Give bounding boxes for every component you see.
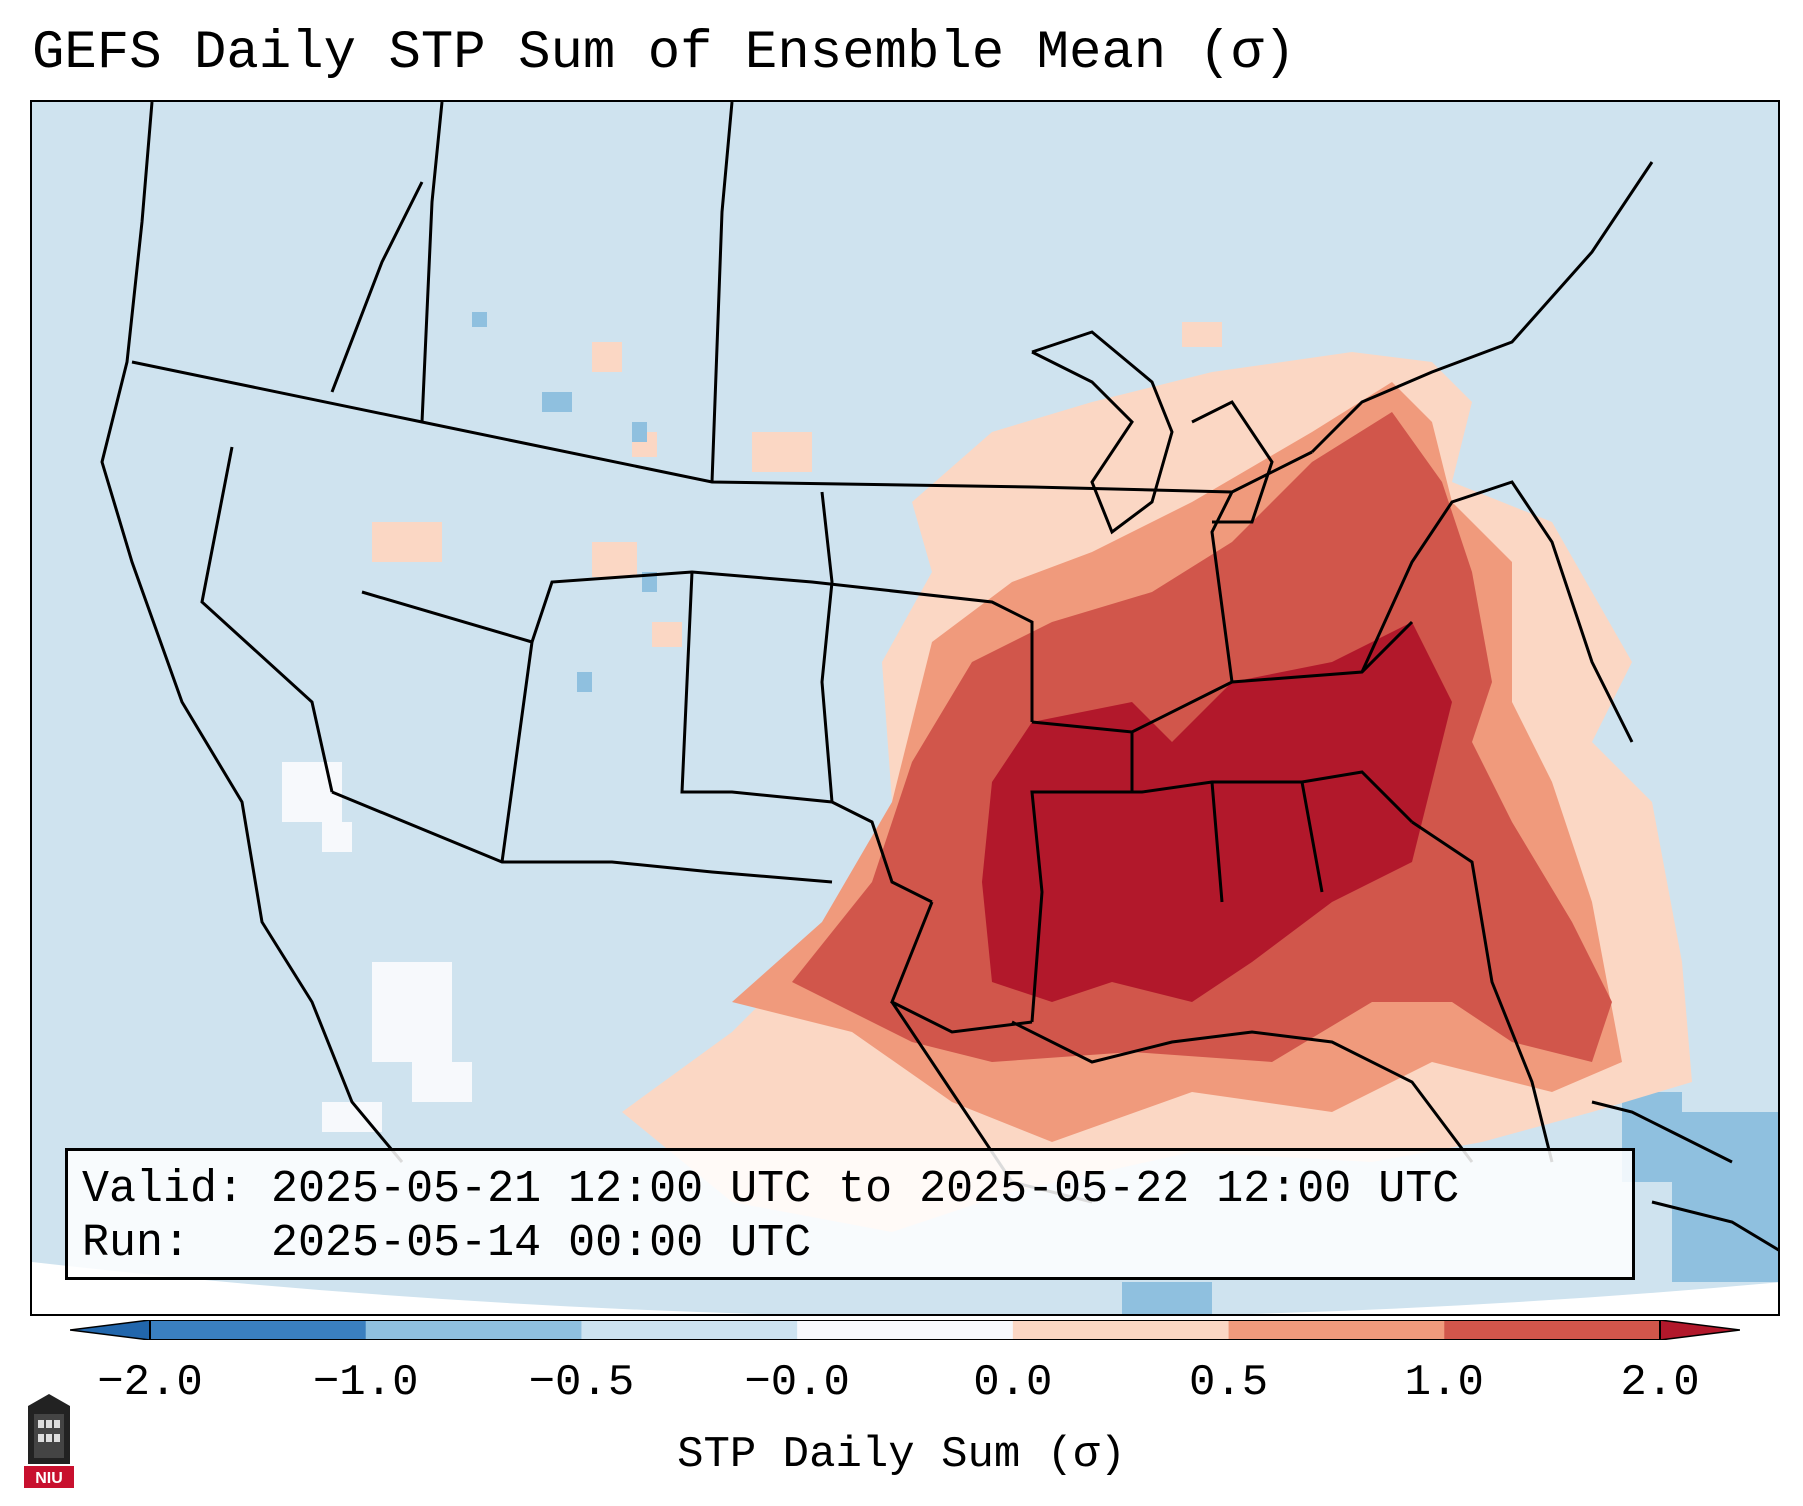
strongest-positive-core [982, 622, 1452, 1002]
colorbar-tick-label: 0.0 [973, 1358, 1053, 1408]
colorbar-segment [581, 1320, 798, 1340]
run-line: Run: 2025-05-14 00:00 UTC [82, 1217, 1618, 1271]
chart-title: GEFS Daily STP Sum of Ensemble Mean (σ) [32, 23, 1296, 84]
colorbar-tick-label: 1.0 [1404, 1358, 1484, 1408]
colorbar-tick-label: 0.5 [1188, 1358, 1269, 1408]
colorbar [70, 1320, 1740, 1340]
run-value: 2025-05-14 00:00 UTC [271, 1218, 812, 1269]
valid-line: Valid: 2025-05-21 12:00 UTC to 2025-05-2… [82, 1163, 1618, 1217]
colorbar-tick-label: −1.0 [312, 1358, 419, 1408]
colorbar-tick-label: −0.5 [528, 1358, 635, 1408]
colorbar-tick-label: −0.0 [744, 1358, 850, 1408]
caribbean-outlines [1591, 1100, 1778, 1252]
colorbar-label: STP Daily Sum (σ) [677, 1430, 1126, 1480]
colorbar-segment [1444, 1320, 1661, 1340]
valid-label: Valid: [82, 1164, 245, 1215]
colorbar-segment [150, 1320, 367, 1340]
colorbar-tick-label: −2.0 [97, 1358, 203, 1408]
colorbar-segment [365, 1320, 582, 1340]
run-label: Run: [82, 1218, 191, 1269]
niu-logo-icon: NIU [24, 1394, 74, 1488]
valid-value: 2025-05-21 12:00 UTC to 2025-05-22 12:00… [271, 1164, 1460, 1215]
map-panel [30, 100, 1780, 1316]
state-boundaries [100, 102, 1654, 1204]
colorbar-extend-low [70, 1320, 151, 1340]
colorbar-segment [1228, 1320, 1445, 1340]
west-speckles [372, 322, 1222, 647]
colorbar-segment [797, 1320, 1014, 1340]
white-speckles [282, 762, 472, 1132]
colorbar-segment [1012, 1320, 1230, 1340]
colorbar-extend-high [1659, 1320, 1740, 1340]
colorbar-outline [149, 1320, 1661, 1340]
valid-run-info-box: Valid: 2025-05-21 12:00 UTC to 2025-05-2… [65, 1148, 1635, 1280]
colorbar-tick-label: 2.0 [1620, 1358, 1700, 1408]
logo-text: NIU [35, 1470, 63, 1487]
map-canvas [32, 102, 1778, 1314]
